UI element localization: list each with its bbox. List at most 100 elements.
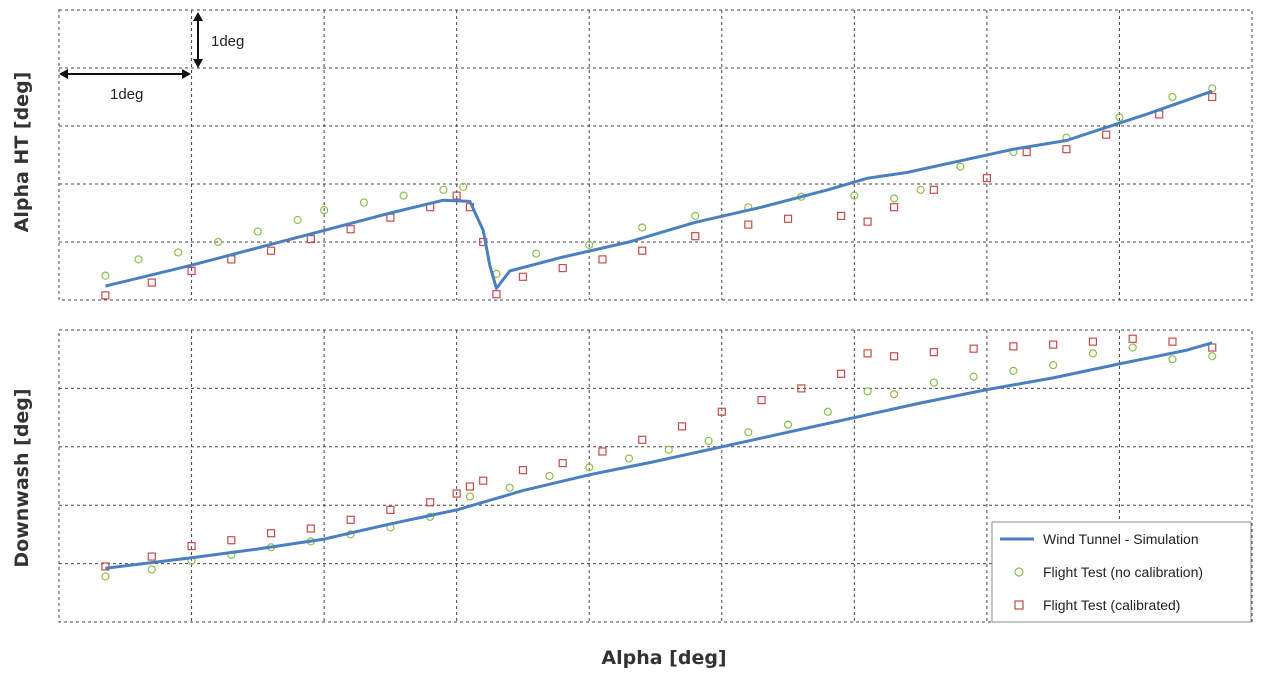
x-axis-label: Alpha [deg] [601, 647, 726, 669]
data-point-calibrated [836, 211, 846, 220]
data-point-no-calibration [704, 436, 713, 446]
data-point-calibrated [1128, 334, 1137, 343]
legend-circle-swatch [1014, 567, 1024, 577]
data-point-no-calibration [956, 162, 965, 171]
data-point-no-calibration [320, 206, 329, 215]
data-point-calibrated [1049, 340, 1058, 349]
y-axis-label-alpha-ht: Alpha HT [deg] [11, 72, 33, 233]
data-point-calibrated [558, 264, 567, 273]
data-point-calibrated [969, 344, 978, 353]
data-point-calibrated [1009, 342, 1018, 351]
series-line-wind-tunnel [105, 89, 1213, 290]
data-point-calibrated [147, 552, 156, 561]
data-point-no-calibration [465, 492, 475, 501]
data-point-no-calibration [638, 223, 647, 232]
data-point-no-calibration [929, 378, 938, 387]
data-point-calibrated [426, 498, 435, 507]
data-point-calibrated [346, 225, 355, 234]
data-point-no-calibration [1088, 349, 1098, 358]
data-point-calibrated [744, 220, 753, 229]
data-point-calibrated [1022, 148, 1031, 157]
data-point-calibrated [691, 232, 700, 241]
data-point-calibrated [783, 214, 793, 223]
legend-label-calibrated: Flight Test (calibrated) [1043, 597, 1180, 613]
data-point-calibrated [452, 191, 461, 200]
data-point-calibrated [598, 255, 607, 264]
data-point-calibrated [452, 489, 461, 498]
data-point-no-calibration [691, 211, 700, 220]
series-alpha-ht [101, 84, 1217, 300]
data-point-calibrated [598, 447, 607, 456]
legend-label-no-calibration: Flight Test (no calibration) [1043, 564, 1203, 580]
data-point-no-calibration [585, 240, 594, 249]
data-point-no-calibration [134, 255, 143, 264]
data-point-calibrated [757, 395, 766, 405]
data-point-no-calibration [1208, 352, 1217, 361]
data-point-calibrated [1102, 130, 1111, 139]
data-point-calibrated [717, 407, 726, 416]
data-point-no-calibration [1168, 92, 1177, 102]
data-point-calibrated [889, 352, 899, 361]
legend-item-no-calibration: Flight Test (no calibration) [1014, 564, 1203, 580]
data-point-calibrated [187, 541, 196, 551]
data-point-calibrated [1168, 337, 1177, 346]
data-point-no-calibration [916, 185, 925, 194]
data-point-no-calibration [664, 445, 673, 454]
legend-box [991, 521, 1252, 623]
data-point-calibrated [1062, 145, 1071, 154]
grid-alpha-ht [58, 9, 1253, 301]
data-point-no-calibration [744, 428, 753, 437]
data-point-no-calibration [505, 483, 514, 492]
data-point-calibrated [1208, 92, 1217, 102]
data-point-calibrated [465, 482, 475, 491]
panel-downwash: Downwash [deg] [11, 329, 1253, 623]
legend: Wind Tunnel - Simulation Flight Test (no… [991, 521, 1252, 623]
data-point-calibrated [558, 459, 567, 468]
data-point-calibrated [306, 524, 315, 533]
data-point-calibrated [518, 272, 528, 281]
data-point-no-calibration [532, 249, 541, 258]
data-point-calibrated [227, 536, 236, 545]
data-point-no-calibration [174, 248, 183, 257]
series-downwash [101, 334, 1217, 581]
data-point-no-calibration [213, 237, 223, 247]
data-point-no-calibration [545, 471, 554, 481]
data-point-no-calibration [293, 215, 302, 225]
data-point-calibrated [638, 435, 647, 444]
data-point-calibrated [492, 290, 501, 299]
data-point-calibrated [101, 291, 110, 300]
legend-item-wind-tunnel: Wind Tunnel - Simulation [1000, 531, 1199, 547]
data-point-no-calibration [459, 182, 468, 191]
panel-alpha-ht: Alpha HT [deg] [11, 9, 1253, 301]
data-point-calibrated [266, 529, 276, 538]
data-point-no-calibration [253, 227, 262, 236]
data-point-calibrated [797, 384, 806, 393]
data-point-calibrated [518, 466, 528, 475]
data-point-calibrated [479, 476, 488, 485]
data-point-no-calibration [101, 271, 110, 280]
data-point-calibrated [677, 422, 687, 431]
data-point-no-calibration [101, 572, 110, 581]
data-point-calibrated [982, 174, 991, 183]
data-point-no-calibration [969, 372, 978, 381]
legend-label-wind-tunnel: Wind Tunnel - Simulation [1043, 531, 1199, 547]
y-axis-label-downwash: Downwash [deg] [11, 388, 33, 567]
horizontal-scale-arrow [59, 69, 191, 79]
data-point-no-calibration [889, 390, 899, 399]
data-point-no-calibration [585, 463, 594, 472]
data-point-no-calibration [439, 185, 448, 194]
horizontal-scale-label: 1deg [110, 86, 143, 103]
vertical-scale-label: 1deg [211, 33, 244, 50]
data-point-no-calibration [823, 407, 832, 416]
data-point-calibrated [929, 185, 938, 194]
data-point-calibrated [147, 278, 156, 287]
data-point-calibrated [1088, 337, 1098, 346]
legend-square-swatch [1014, 600, 1024, 610]
data-point-no-calibration [850, 191, 859, 200]
data-point-no-calibration [1128, 343, 1137, 352]
plot-frame [58, 9, 1253, 301]
data-point-no-calibration [359, 198, 368, 207]
data-point-calibrated [1208, 343, 1217, 352]
series-line-wind-tunnel [105, 341, 1213, 570]
